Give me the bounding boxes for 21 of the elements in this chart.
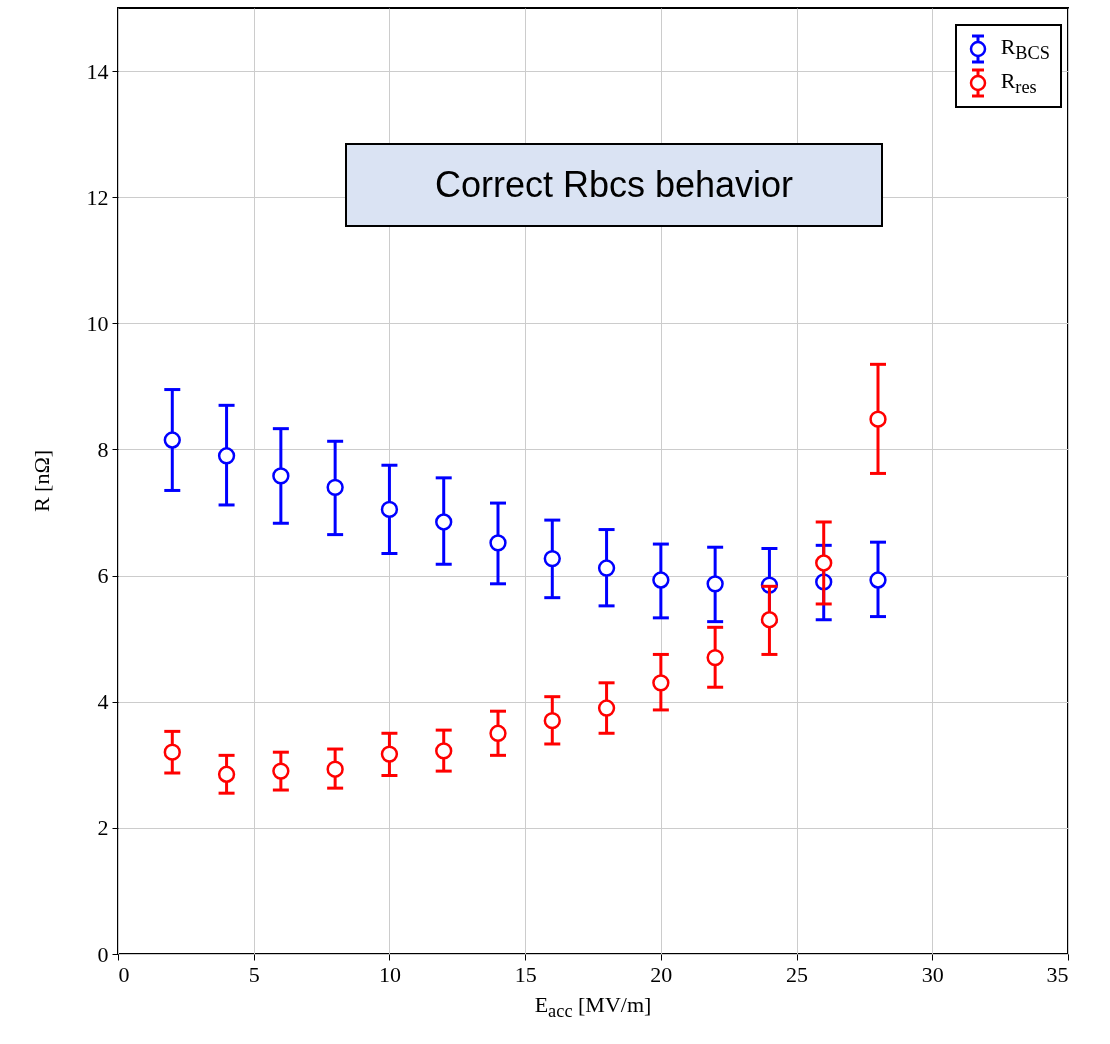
x-tick-label: 20 <box>650 961 673 987</box>
x-axis-title: E$_{acc}$ [MV/m] <box>534 992 652 1023</box>
x-tick-label: 35 <box>1046 961 1069 987</box>
y-tick-label: 14 <box>86 58 109 84</box>
legend-label: R$_{res}$ <box>1000 67 1037 99</box>
y-tick-label: 2 <box>97 815 109 841</box>
x-tick-label: 0 <box>118 961 130 987</box>
legend-label: R$_{BCS}$ <box>1000 33 1050 65</box>
y-tick-label: 8 <box>97 436 109 462</box>
y-tick-label: 10 <box>86 310 109 336</box>
y-tick-label: 12 <box>86 184 109 210</box>
y-tick-label: 6 <box>97 563 109 589</box>
x-tick-label: 25 <box>786 961 809 987</box>
y-tick-label: 0 <box>97 941 109 967</box>
x-tick-label: 15 <box>514 961 537 987</box>
x-tick-label: 30 <box>921 961 944 987</box>
x-tick-label: 10 <box>378 961 401 987</box>
y-axis-title: R [nΩ] <box>29 449 55 513</box>
x-tick-label: 5 <box>248 961 260 987</box>
callout-box: Correct Rbcs behavior <box>345 143 883 227</box>
y-tick-label: 4 <box>97 689 109 715</box>
